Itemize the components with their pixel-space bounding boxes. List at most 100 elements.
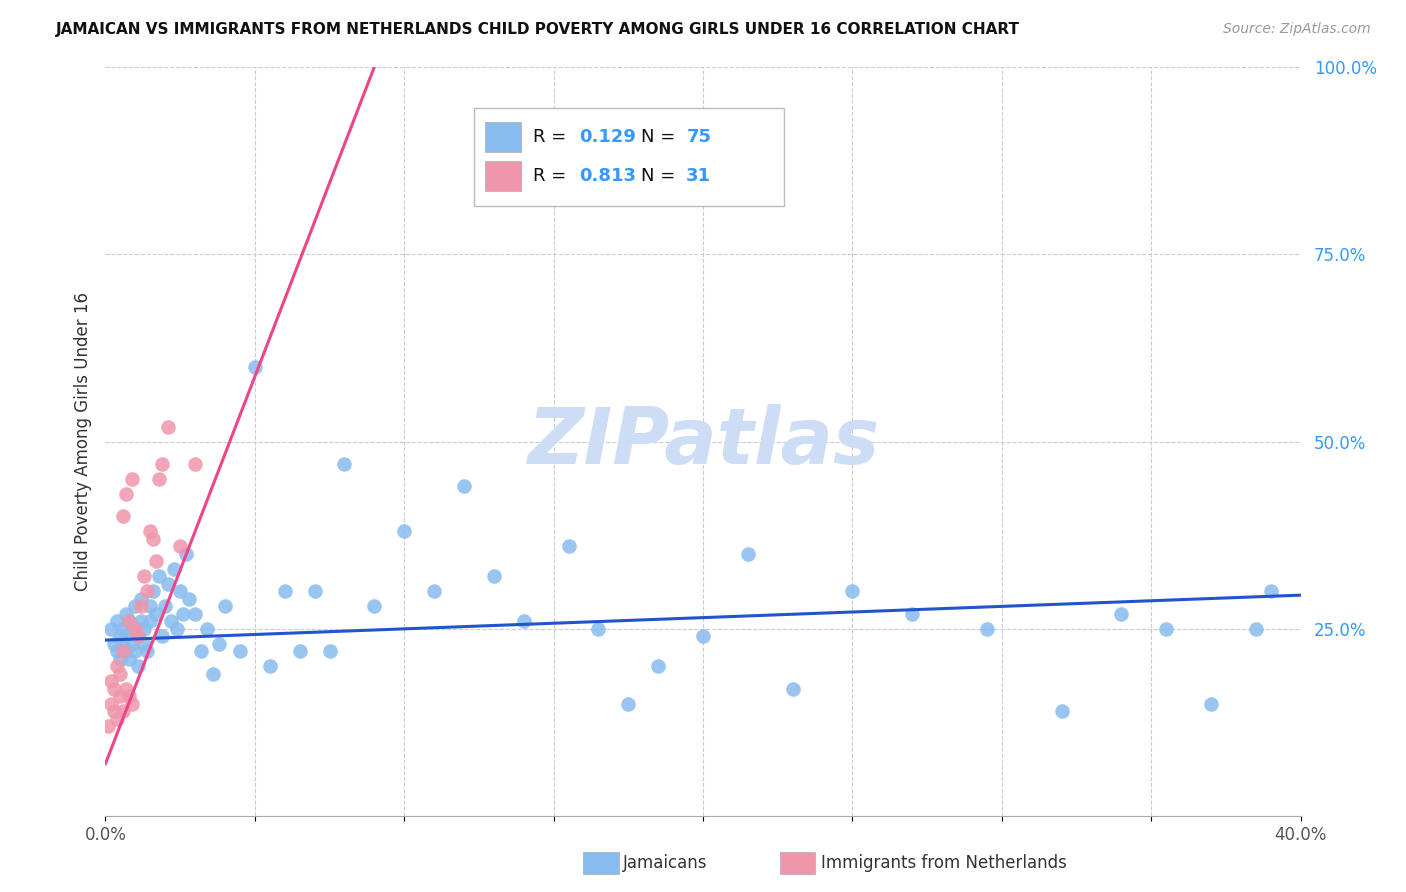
Point <box>148 472 170 486</box>
Point <box>124 622 146 636</box>
Point <box>110 629 132 643</box>
Text: Source: ZipAtlas.com: Source: ZipAtlas.com <box>1223 22 1371 37</box>
Point <box>121 622 143 636</box>
Text: 75: 75 <box>686 128 711 145</box>
Point <box>110 690 132 704</box>
Text: N =: N = <box>641 167 681 185</box>
Point <box>304 584 326 599</box>
Point <box>157 419 180 434</box>
Point <box>901 607 924 621</box>
Text: R =: R = <box>533 128 572 145</box>
Point <box>782 681 804 696</box>
Text: Immigrants from Netherlands: Immigrants from Netherlands <box>821 855 1067 872</box>
Point <box>134 569 156 583</box>
Point <box>115 681 138 696</box>
Text: 31: 31 <box>686 167 711 185</box>
Point <box>127 629 149 643</box>
Point <box>124 599 146 614</box>
Point <box>118 615 141 629</box>
Point <box>103 681 125 696</box>
Point <box>110 666 132 681</box>
Point <box>139 524 162 539</box>
Text: 0.129: 0.129 <box>579 128 636 145</box>
Point <box>107 615 129 629</box>
Point <box>112 509 135 524</box>
Point <box>202 666 225 681</box>
Point <box>557 540 579 554</box>
Point <box>155 599 177 614</box>
Point <box>195 622 218 636</box>
Point <box>1199 697 1222 711</box>
Point <box>174 547 197 561</box>
Point <box>1260 584 1282 599</box>
Point <box>513 615 536 629</box>
Text: Jamaicans: Jamaicans <box>623 855 707 872</box>
FancyBboxPatch shape <box>485 161 522 191</box>
Point <box>150 457 173 471</box>
Point <box>129 591 153 606</box>
Point <box>145 554 167 568</box>
Point <box>1244 622 1267 636</box>
Point <box>139 615 162 629</box>
Point <box>145 607 167 621</box>
Point <box>118 652 141 666</box>
Point <box>318 644 340 658</box>
Text: JAMAICAN VS IMMIGRANTS FROM NETHERLANDS CHILD POVERTY AMONG GIRLS UNDER 16 CORRE: JAMAICAN VS IMMIGRANTS FROM NETHERLANDS … <box>56 22 1021 37</box>
Point <box>976 622 998 636</box>
Point <box>112 644 135 658</box>
Point <box>136 584 159 599</box>
Point <box>1154 622 1177 636</box>
Y-axis label: Child Poverty Among Girls Under 16: Child Poverty Among Girls Under 16 <box>73 292 91 591</box>
Point <box>1111 607 1133 621</box>
Point <box>184 607 207 621</box>
Point <box>112 622 135 636</box>
Point <box>134 622 156 636</box>
Point <box>1050 704 1073 718</box>
Point <box>453 479 475 493</box>
Point <box>229 644 252 658</box>
Point <box>115 487 138 501</box>
Text: 0.813: 0.813 <box>579 167 636 185</box>
Point <box>107 644 129 658</box>
Point <box>129 599 153 614</box>
Point <box>169 540 191 554</box>
Point <box>110 652 132 666</box>
Point <box>169 584 191 599</box>
Point <box>841 584 863 599</box>
Point <box>136 644 159 658</box>
Point <box>127 629 149 643</box>
Point <box>97 719 120 733</box>
Point <box>208 637 231 651</box>
Text: N =: N = <box>641 128 681 145</box>
Point <box>163 562 186 576</box>
Point <box>647 659 669 673</box>
Point <box>166 622 188 636</box>
Point <box>100 697 122 711</box>
Point <box>214 599 236 614</box>
Point <box>129 615 153 629</box>
Point <box>394 524 416 539</box>
Point <box>148 569 170 583</box>
FancyBboxPatch shape <box>474 108 785 205</box>
Point <box>157 577 180 591</box>
Point <box>115 607 138 621</box>
FancyBboxPatch shape <box>485 121 522 152</box>
Point <box>107 712 129 726</box>
Point <box>127 659 149 673</box>
Point <box>692 629 714 643</box>
Point <box>177 591 201 606</box>
Point <box>115 644 138 658</box>
Point <box>121 472 143 486</box>
Point <box>121 697 143 711</box>
Point <box>112 637 135 651</box>
Point <box>118 615 141 629</box>
Point <box>363 599 385 614</box>
Point <box>243 359 266 374</box>
Text: R =: R = <box>533 167 572 185</box>
Point <box>333 457 356 471</box>
Point <box>160 615 183 629</box>
Point <box>103 704 125 718</box>
Point <box>112 704 135 718</box>
Point <box>100 622 122 636</box>
Point <box>124 644 146 658</box>
